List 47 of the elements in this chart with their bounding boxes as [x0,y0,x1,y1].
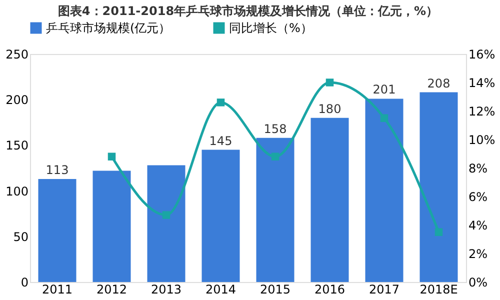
x-tick-label: 2015 [260,282,291,296]
bar [92,170,131,282]
chart-title: 图表4：2011-2018年乒乓球市场规模及增长情况（单位：亿元，%） [58,4,438,18]
point [380,114,388,122]
bar [420,92,458,282]
data-label: 180 [318,102,342,116]
x-tick-label: 2014 [205,282,236,296]
y2-tick-label: 14% [468,76,496,90]
data-label: 201 [372,82,396,97]
y-tick-label: 100 [6,184,28,198]
data-label: 158 [264,122,287,136]
y2-tick-label: 16% [468,48,496,62]
point [216,98,225,106]
data-label: 113 [46,162,69,177]
y-tick-label: 200 [6,93,28,108]
x-tick-label: 2018E [420,282,458,296]
data-label: 208 [427,76,450,90]
point [108,152,116,160]
x-tick-label: 2012 [96,282,128,296]
bar [202,150,240,282]
y-tick-label: 0 [20,276,28,290]
y2-tick-label: 12% [468,104,496,118]
point [434,228,443,236]
point [271,152,280,160]
y2-tick-label: 4% [468,218,488,232]
x-tick-label: 2013 [150,282,182,296]
y2-tick-label: 6% [468,190,488,204]
x-tick-label: 2016 [314,282,346,296]
point [326,78,334,86]
bar [256,138,294,282]
y2-tick-label: 8% [468,162,488,176]
bar [310,118,349,282]
y2-tick-label: 10% [468,133,496,147]
y-tick-label: 50 [13,230,28,244]
x-tick-label: 2017 [368,282,400,296]
y-tick-label: 150 [6,138,28,153]
bar [147,165,186,282]
data-label: 145 [209,134,232,148]
y2-tick-label: 2% [468,247,488,261]
bar [38,178,76,282]
legend-label: 乒乓球市场规模(亿元） [46,21,171,35]
y-tick-label: 250 [6,48,28,62]
point [162,211,170,219]
x-tick-label: 2011 [42,282,73,296]
bar [365,98,404,282]
y2-tick-label: 0% [468,276,488,290]
legend-label: 同比增长（%） [229,21,312,35]
